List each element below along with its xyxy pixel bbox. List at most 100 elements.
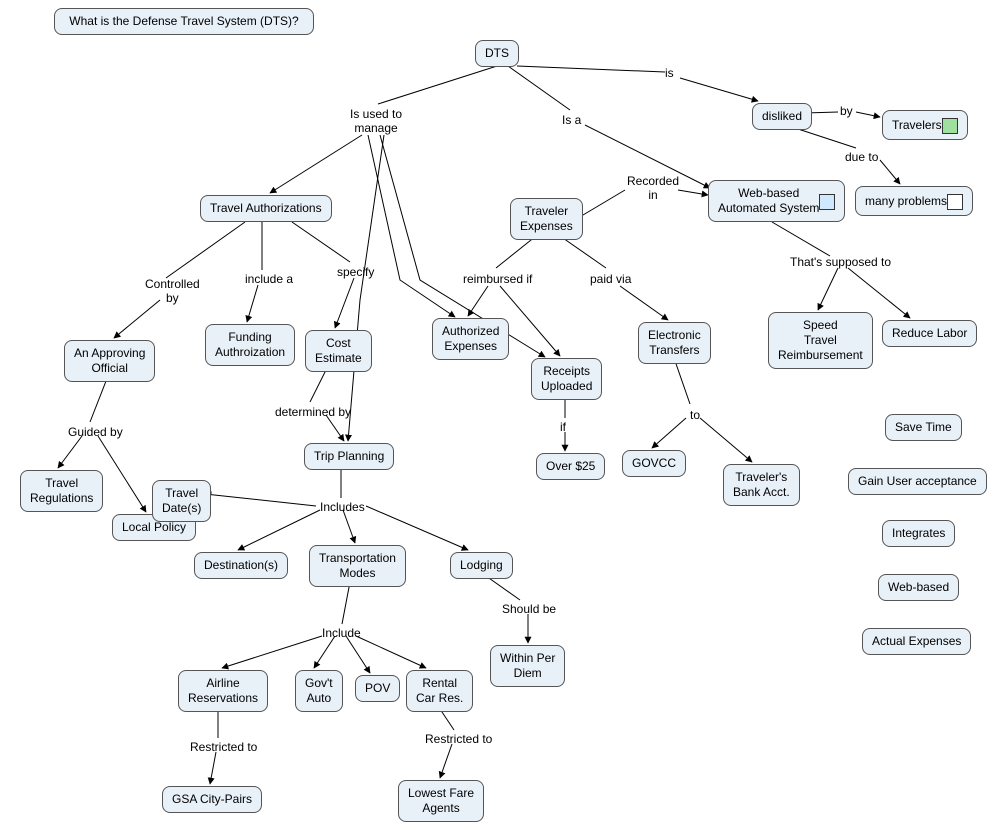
edge xyxy=(678,190,708,195)
linklabel-supposed: That's supposed to xyxy=(790,255,891,269)
node-dts: DTS xyxy=(475,40,519,67)
linklabel-reimb: reimbursed if xyxy=(463,272,532,286)
node-transmodes: Transportation Modes xyxy=(309,545,406,587)
node-savetime: Save Time xyxy=(885,414,962,441)
node-travexp: Traveler Expenses xyxy=(510,198,583,240)
edge xyxy=(270,135,362,193)
node-gsa: GSA City-Pairs xyxy=(162,786,262,813)
edge xyxy=(517,66,665,72)
linklabel-rest1: Restricted to xyxy=(190,740,257,754)
linklabel-by: by xyxy=(840,104,853,118)
node-travauth: Travel Authorizations xyxy=(200,195,332,222)
node-airline: Airline Reservations xyxy=(178,670,268,712)
grid-icon xyxy=(947,194,963,210)
node-manyproblems: many problems xyxy=(855,186,973,216)
edge xyxy=(247,285,258,322)
edge xyxy=(342,582,350,624)
edge xyxy=(335,278,354,328)
node-reducel: Reduce Labor xyxy=(882,320,977,347)
node-bankacct: Traveler's Bank Acct. xyxy=(723,464,800,506)
node-receipts: Receipts Uploaded xyxy=(531,358,602,400)
edges-layer xyxy=(0,0,1000,836)
edge xyxy=(496,236,536,268)
title-node: What is the Defense Travel System (DTS)? xyxy=(54,8,314,35)
linklabel-includes: Includes xyxy=(320,500,365,514)
linklabel-is: is xyxy=(665,66,674,80)
node-websys: Web-based Automated System xyxy=(708,180,845,222)
edge xyxy=(795,128,856,148)
edge xyxy=(856,112,880,117)
node-travelers: Travelers xyxy=(882,110,968,140)
edge xyxy=(378,66,497,104)
edge xyxy=(368,135,455,317)
linklabel-shouldbe: Should be xyxy=(502,602,556,616)
edge xyxy=(210,752,216,784)
edge xyxy=(205,494,316,506)
pic-icon xyxy=(942,118,958,134)
edge xyxy=(314,636,335,668)
node-actualexp: Actual Expenses xyxy=(862,628,971,655)
linklabel-guided: Guided by xyxy=(68,425,123,439)
edge xyxy=(848,268,910,318)
title-text: What is the Defense Travel System (DTS)? xyxy=(69,14,298,29)
node-traveldates: Travel Date(s) xyxy=(152,480,211,522)
node-perdiem: Within Per Diem xyxy=(490,645,565,687)
edge xyxy=(674,358,690,404)
edge xyxy=(508,66,570,110)
linklabel-manage: Is used to manage xyxy=(350,107,402,136)
edge xyxy=(166,222,245,278)
doc-icon xyxy=(819,194,835,210)
linklabel-include2: Include xyxy=(322,626,361,640)
edge xyxy=(620,286,668,320)
edge xyxy=(652,418,686,448)
linklabel-rest2: Restricted to xyxy=(425,732,492,746)
edge xyxy=(366,506,468,550)
node-destinations: Destination(s) xyxy=(194,552,288,579)
edge xyxy=(880,160,900,184)
edge xyxy=(356,636,426,668)
node-lowfare: Lowest Fare Agents xyxy=(398,780,484,822)
linklabel-controlled: Controlled by xyxy=(145,277,200,306)
edge xyxy=(90,376,108,422)
edge xyxy=(468,286,488,316)
edge xyxy=(560,236,606,268)
node-tripplan: Trip Planning xyxy=(304,443,394,470)
edge xyxy=(292,222,350,262)
node-costest: Cost Estimate xyxy=(305,330,372,372)
linklabel-specify: specify xyxy=(337,265,374,279)
node-speed: Speed Travel Reimbursement xyxy=(768,312,873,369)
node-rental: Rental Car Res. xyxy=(406,670,473,712)
node-webbased: Web-based xyxy=(878,574,959,601)
node-disliked: disliked xyxy=(752,103,812,130)
node-govcc: GOVCC xyxy=(622,450,686,477)
linklabel-to: to xyxy=(690,408,700,422)
node-travreg: Travel Regulations xyxy=(20,470,103,512)
edge xyxy=(818,268,838,310)
linklabel-dueto: due to xyxy=(845,150,878,164)
edge xyxy=(486,576,520,600)
node-gainuser: Gain User acceptance xyxy=(848,468,987,495)
linklabel-isa: Is a xyxy=(562,113,581,127)
edge xyxy=(346,636,370,673)
linklabel-includea: include a xyxy=(245,272,293,286)
linklabel-recin: Recorded in xyxy=(627,174,679,203)
edge xyxy=(700,418,752,462)
node-integrates: Integrates xyxy=(882,520,955,547)
linklabel-if: if xyxy=(560,420,566,434)
edge xyxy=(578,190,625,218)
node-lodging: Lodging xyxy=(450,552,513,579)
concept-map-canvas: What is the Defense Travel System (DTS)?… xyxy=(0,0,1000,836)
node-over25: Over $25 xyxy=(536,453,605,480)
edge xyxy=(772,222,830,256)
node-pov: POV xyxy=(355,675,400,702)
node-electronic: Electronic Transfers xyxy=(638,322,711,364)
linklabel-determined: determined by xyxy=(275,405,351,419)
node-approving: An Approving Official xyxy=(64,340,155,382)
linklabel-paidvia: paid via xyxy=(590,272,631,286)
edge xyxy=(58,436,82,468)
edge xyxy=(680,78,758,101)
node-funding: Funding Authroization xyxy=(205,324,295,366)
node-govauto: Gov't Auto xyxy=(295,670,343,712)
node-authexp: Authorized Expenses xyxy=(432,318,509,360)
edge xyxy=(440,744,452,778)
